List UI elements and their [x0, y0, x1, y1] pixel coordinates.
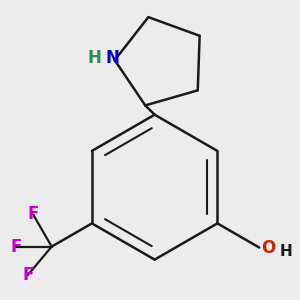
Text: O: O: [261, 238, 275, 256]
Text: F: F: [22, 266, 34, 284]
Text: F: F: [27, 206, 39, 224]
Text: F: F: [11, 238, 22, 256]
Text: H: H: [280, 244, 292, 259]
Text: N: N: [106, 49, 120, 67]
Text: H: H: [88, 49, 102, 67]
